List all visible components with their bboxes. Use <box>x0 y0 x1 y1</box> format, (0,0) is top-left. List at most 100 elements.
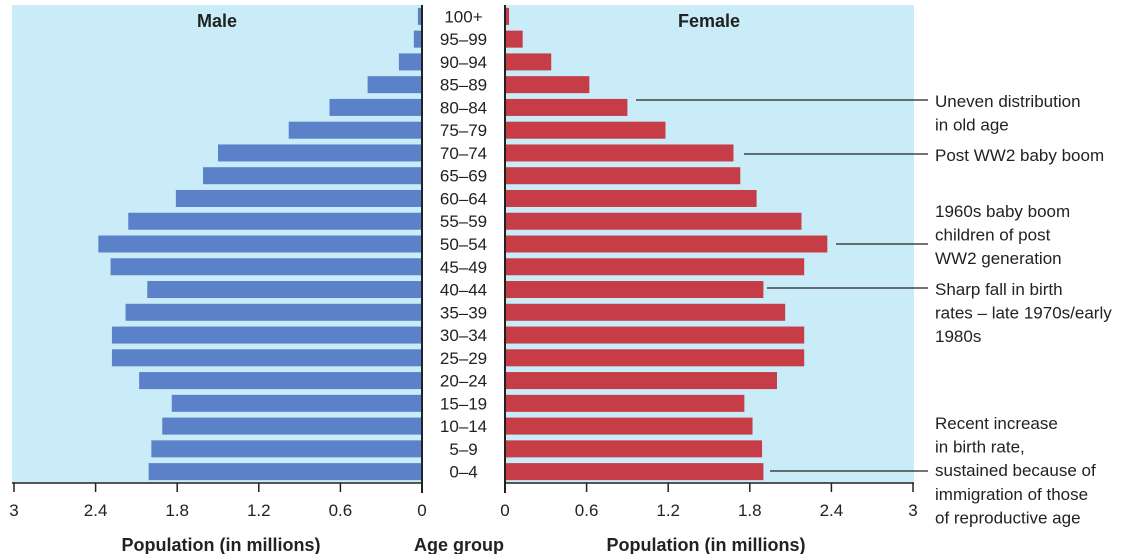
male-bar <box>329 98 422 116</box>
female-bar <box>505 372 777 390</box>
female-bar <box>505 394 745 412</box>
female-bar <box>505 349 805 367</box>
female-bar <box>505 98 628 116</box>
male-bar <box>218 144 422 162</box>
age-group-label: 0–4 <box>449 463 477 482</box>
female-bar <box>505 212 802 230</box>
female-bar <box>505 258 805 276</box>
annotation-line: WW2 generation <box>935 249 1062 268</box>
male-tick-label: 2.4 <box>84 501 108 520</box>
female-bar <box>505 281 764 299</box>
age-group-label: 80–84 <box>440 98 487 117</box>
male-bar <box>151 440 423 458</box>
female-bar <box>505 440 763 458</box>
female-bar <box>505 30 523 48</box>
annotation-line: in old age <box>935 116 1009 135</box>
age-group-label: 20–24 <box>440 372 487 391</box>
female-bar <box>505 144 734 162</box>
annotation-line: sustained because of <box>935 461 1096 480</box>
age-group-label: 15–19 <box>440 394 487 413</box>
male-bar <box>111 326 423 344</box>
annotation-line: rates – late 1970s/early <box>935 304 1112 323</box>
female-bar <box>505 167 741 185</box>
age-group-label: 65–69 <box>440 167 487 186</box>
annotation-text: Sharp fall in birth rates – late 1970s/ea… <box>935 280 1112 346</box>
female-bar <box>505 303 786 321</box>
age-group-label: 5–9 <box>449 440 477 459</box>
age-group-label: 55–59 <box>440 212 487 231</box>
annotation-line: immigration of those <box>935 485 1088 504</box>
female-tick-label: 1.2 <box>656 501 680 520</box>
age-group-label: 50–54 <box>440 235 487 254</box>
age-group-label: 85–89 <box>440 76 487 95</box>
age-group-label: 75–79 <box>440 121 487 140</box>
annotation-text: Uneven distribution in old age <box>935 92 1081 135</box>
male-panel-title: Male <box>197 11 237 31</box>
female-tick-label: 0 <box>500 501 509 520</box>
annotations: Uneven distribution in old age Post WW2 ba… <box>636 92 1112 527</box>
male-bar <box>171 394 422 412</box>
annotation-line: of reproductive age <box>935 508 1081 527</box>
male-bar <box>125 303 423 321</box>
female-bar <box>505 417 753 435</box>
male-bar <box>148 463 422 481</box>
male-bar <box>417 7 422 25</box>
female-tick-label: 1.8 <box>738 501 762 520</box>
female-bar <box>505 463 764 481</box>
male-tick-label: 1.2 <box>247 501 271 520</box>
age-group-label: 40–44 <box>440 281 487 300</box>
annotation-line: children of post <box>935 226 1051 245</box>
age-group-label: 10–14 <box>440 417 487 436</box>
male-tick-label: 0 <box>417 501 426 520</box>
female-bars <box>505 7 828 481</box>
male-bar <box>413 30 422 48</box>
annotation-text: Recent increase in birth rate, sustained b… <box>935 414 1096 527</box>
male-bar <box>147 281 422 299</box>
male-bar <box>175 189 422 207</box>
annotation-line: Sharp fall in birth <box>935 280 1063 299</box>
male-tick-label: 3 <box>9 501 18 520</box>
male-tick-label: 0.6 <box>329 501 353 520</box>
x-axis-title-left: Population (in millions) <box>122 535 321 554</box>
age-group-label: 35–39 <box>440 303 487 322</box>
male-bar <box>110 258 422 276</box>
male-bar <box>98 235 422 253</box>
male-bars <box>98 7 423 481</box>
male-bar <box>162 417 423 435</box>
female-bar <box>505 235 828 253</box>
female-bar <box>505 326 805 344</box>
female-bar <box>505 76 590 94</box>
x-axis-title-right: Population (in millions) <box>607 535 806 554</box>
age-group-label: 30–34 <box>440 326 487 345</box>
annotation-text: 1960s baby boom children of post WW2 gener… <box>935 202 1070 268</box>
female-bar <box>505 121 666 139</box>
male-bar <box>398 53 422 71</box>
annotation-line: 1980s <box>935 327 981 346</box>
age-group-label: 25–29 <box>440 349 487 368</box>
age-group-label: 60–64 <box>440 189 487 208</box>
annotation-line: Uneven distribution <box>935 92 1081 111</box>
female-tick-label: 0.6 <box>575 501 599 520</box>
age-group-label: 100+ <box>444 7 482 26</box>
age-group-label: 90–94 <box>440 53 487 72</box>
age-group-label: 45–49 <box>440 258 487 277</box>
age-group-labels: 100+ 95–99 90–94 85–89 80–84 75–79 70–74 65–69 6… <box>440 7 487 481</box>
male-bar <box>128 212 423 230</box>
male-bar <box>367 76 422 94</box>
male-bar <box>288 121 422 139</box>
annotation-line: in birth rate, <box>935 438 1025 457</box>
age-group-label: 95–99 <box>440 30 487 49</box>
age-group-label: 70–74 <box>440 144 487 163</box>
female-bar <box>505 189 757 207</box>
x-axis-title-center: Age group <box>414 535 504 554</box>
annotation-line: 1960s baby boom <box>935 202 1070 221</box>
annotation-line: Post WW2 baby boom <box>935 146 1104 165</box>
annotation-text: Post WW2 baby boom <box>935 146 1104 165</box>
female-bar <box>505 7 510 25</box>
female-tick-label: 3 <box>908 501 917 520</box>
male-tick-label: 1.8 <box>165 501 189 520</box>
female-bar <box>505 53 552 71</box>
male-bar <box>203 167 422 185</box>
axes: 0 0 0.6 0.6 1.2 1.2 1.8 1.8 2.4 2.4 3 3 <box>9 5 918 520</box>
